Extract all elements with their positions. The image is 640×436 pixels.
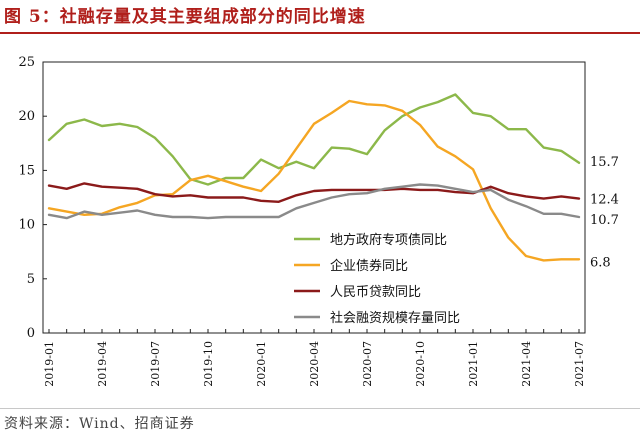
- series-line-1: [47, 93, 581, 186]
- y-tick-label: 20: [18, 109, 35, 124]
- y-tick-label: 5: [27, 272, 35, 287]
- y-tick-label: 10: [18, 218, 35, 233]
- x-tick-label: 2021-01: [467, 341, 480, 387]
- legend-label: 地方政府专项债同比: [330, 232, 447, 248]
- chart-series: [47, 93, 581, 262]
- legend-label: 社会融资规模存量同比: [330, 310, 460, 326]
- x-tick-label: 2021-07: [573, 341, 586, 387]
- x-tick-label: 2020-01: [255, 341, 268, 387]
- series-line-2: [47, 99, 581, 262]
- chart-title: 图 5：社融存量及其主要组成部分的同比增速: [4, 7, 366, 27]
- x-tick-label: 2019-01: [43, 341, 56, 387]
- series-end-label: 10.7: [590, 213, 619, 228]
- source-divider: [0, 408, 640, 409]
- x-tick-label: 2019-04: [96, 341, 109, 387]
- y-tick-label: 0: [27, 326, 35, 341]
- end-value-labels: 15.7 6.8 12.4 10.7: [590, 155, 619, 270]
- series-end-label: 6.8: [590, 255, 611, 270]
- series-end-label: 15.7: [590, 155, 619, 170]
- x-tick-label: 2020-10: [414, 341, 427, 387]
- series-line-3: [47, 182, 581, 204]
- title-divider: [0, 32, 640, 34]
- series-end-label: 12.4: [590, 193, 619, 208]
- y-tick-label: 25: [18, 55, 35, 70]
- chart-axes: 0 5 10 15 20 25 2019-01 2019-04 2019-07 2019-10 20…: [18, 55, 586, 387]
- x-tick-label: 2020-04: [308, 341, 321, 387]
- x-tick-label: 2019-07: [149, 341, 162, 387]
- x-tick-label: 2020-07: [361, 341, 374, 387]
- x-tick-label: 2021-04: [520, 341, 533, 387]
- x-tick-label: 2019-10: [202, 341, 215, 387]
- legend-label: 人民币贷款同比: [330, 285, 421, 300]
- series-line-4: [47, 183, 581, 220]
- source-note: 资料来源：Wind、招商证券: [4, 416, 195, 432]
- y-tick-label: 15: [18, 163, 35, 178]
- legend-label: 企业债券同比: [330, 258, 408, 274]
